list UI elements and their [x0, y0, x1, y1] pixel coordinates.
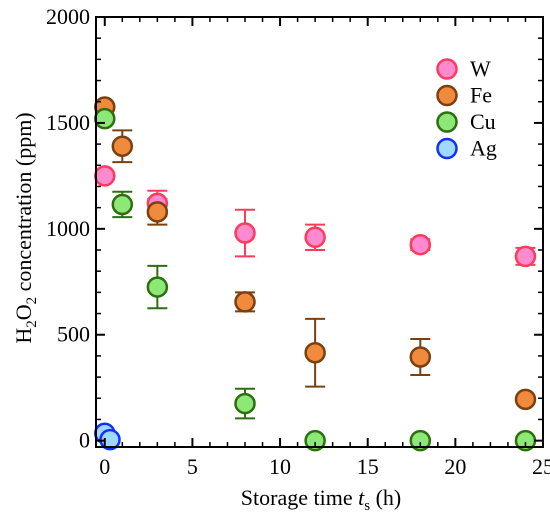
data-point-cu: [146, 276, 169, 298]
x-tick-label: 5: [187, 454, 198, 479]
data-point-fe: [409, 346, 432, 368]
data-point-w: [94, 165, 116, 187]
legend-marker-w: [436, 58, 458, 80]
data-point-w: [514, 245, 537, 268]
data-point-cu: [94, 107, 116, 130]
data-point-cu: [409, 429, 432, 452]
x-tick-label: 25: [532, 454, 550, 479]
legend-label-ag: Ag: [470, 136, 497, 161]
x-tick-label: 15: [357, 454, 379, 479]
data-point-fe: [304, 341, 326, 364]
plot-frame: [95, 16, 544, 448]
data-points: [94, 96, 537, 452]
data-point-fe: [514, 388, 537, 411]
y-tick-label: 500: [57, 322, 90, 347]
data-point-cu: [304, 429, 326, 452]
x-tick-label: 0: [99, 454, 110, 479]
data-point-cu: [234, 392, 256, 415]
legend-marker-ag: [436, 137, 458, 160]
legend-label-cu: Cu: [470, 109, 496, 134]
y-tick-label: 1500: [46, 110, 90, 135]
legend-label-w: W: [470, 56, 491, 81]
y-axis-title: H2O2 concentration (ppm): [11, 112, 40, 343]
legend-marker-fe: [436, 84, 458, 107]
x-tick-label: 10: [269, 454, 291, 479]
data-point-w: [409, 233, 432, 256]
data-point-w: [304, 226, 326, 249]
data-point-w: [234, 222, 256, 244]
x-axis-title: Storage time ts (h): [241, 485, 401, 514]
error-bars: [112, 129, 536, 420]
data-point-fe: [146, 201, 169, 223]
legend-label-fe: Fe: [470, 83, 492, 108]
data-point-fe: [234, 291, 256, 313]
y-tick-label: 2000: [46, 4, 90, 29]
tick-labels: 0 5 10 15 20 25 0 500 1000 1500 2000: [46, 4, 550, 479]
x-tick-label: 20: [444, 454, 466, 479]
data-point-cu: [111, 193, 134, 216]
data-point-fe: [111, 135, 134, 157]
legend-marker-cu: [436, 111, 458, 133]
y-tick-label: 0: [79, 428, 90, 453]
axis-ticks: [96, 16, 544, 447]
y-tick-label: 1000: [46, 216, 90, 241]
